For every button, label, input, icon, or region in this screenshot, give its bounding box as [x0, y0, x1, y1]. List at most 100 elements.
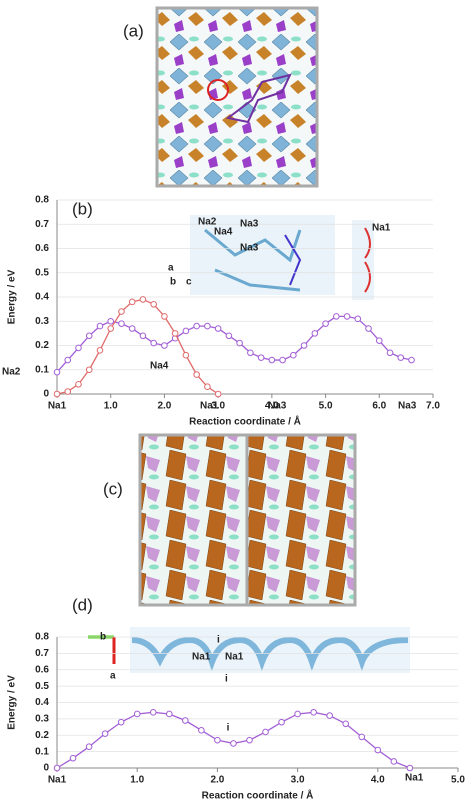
- y-tick-label: 0.8: [35, 195, 49, 206]
- y-tick-label: 0.7: [35, 648, 49, 659]
- data-point: [64, 388, 72, 395]
- data-point: [374, 746, 382, 754]
- y-tick-label: 0.6: [35, 664, 49, 675]
- data-point: [165, 710, 173, 718]
- y-tick-label: 0.2: [35, 340, 49, 351]
- inset-b: [190, 215, 374, 300]
- panel-label: (d): [72, 595, 93, 614]
- y-tick-label: 0: [43, 389, 49, 400]
- inset-label: i: [217, 635, 220, 646]
- inset-label: c: [186, 277, 192, 288]
- data-point: [397, 354, 405, 361]
- data-point: [171, 330, 179, 337]
- data-point: [64, 356, 72, 364]
- data-point: [182, 717, 189, 724]
- x-tick-label: 5.0: [451, 775, 465, 786]
- data-point: [117, 718, 125, 726]
- annotation: Na1: [405, 773, 424, 784]
- inset-label: Na4: [214, 227, 233, 238]
- data-point: [139, 332, 147, 340]
- data-point: [290, 351, 297, 359]
- data-point: [246, 736, 253, 744]
- x-tick-label: 3.0: [291, 775, 305, 786]
- annotation: i: [227, 723, 230, 734]
- y-tick-label: 0: [43, 763, 49, 774]
- data-point: [150, 300, 157, 308]
- y-tick-label: 0.1: [35, 364, 49, 375]
- data-point: [322, 320, 329, 327]
- crystal-structure: [155, 6, 319, 188]
- inset-label: Na1: [372, 223, 391, 234]
- data-point: [365, 325, 372, 332]
- data-point: [342, 720, 350, 728]
- y-tick-label: 0.8: [35, 632, 49, 643]
- data-point: [262, 728, 269, 736]
- inset-label: Na3: [240, 243, 259, 254]
- x-tick-label: 5.0: [319, 401, 333, 412]
- data-point: [343, 313, 351, 320]
- data-point: [354, 315, 362, 323]
- data-point: [118, 320, 125, 327]
- data-point: [75, 381, 82, 388]
- panel-label: (a): [123, 21, 144, 40]
- x-tick-label: 4.0: [371, 775, 385, 786]
- data-point: [85, 332, 93, 340]
- data-point: [53, 764, 61, 772]
- series-line: [56, 315, 412, 373]
- data-point: [193, 322, 200, 330]
- y-tick-label: 0.3: [35, 714, 49, 725]
- inset-label: Na1: [192, 652, 211, 663]
- data-point: [133, 710, 141, 718]
- data-point: [128, 325, 136, 332]
- y-tick-label: 0.5: [35, 267, 49, 278]
- panel-label: (b): [72, 199, 93, 218]
- data-point: [236, 339, 243, 347]
- y-tick-label: 0.5: [35, 681, 49, 692]
- data-point: [139, 296, 147, 303]
- data-point: [247, 349, 254, 357]
- data-point: [161, 342, 168, 349]
- y-tick-label: 0.6: [35, 243, 49, 254]
- highlight-circle: [207, 79, 229, 101]
- inset-label: i: [225, 674, 228, 685]
- data-point: [310, 709, 317, 716]
- panel-label: (c): [103, 479, 123, 498]
- x-tick-label: 7.0: [426, 401, 440, 412]
- data-point: [300, 342, 308, 349]
- x-tick-label: Na1: [48, 401, 67, 412]
- data-point: [204, 383, 211, 391]
- data-point: [75, 344, 82, 352]
- y-tick-label: 0.1: [35, 746, 49, 757]
- data-point: [257, 354, 265, 361]
- inset-label: b: [100, 632, 106, 643]
- inset-d: [88, 627, 410, 673]
- series-line: [56, 298, 219, 395]
- data-point: [408, 356, 415, 364]
- inset-channel: [131, 636, 409, 672]
- y-tick-label: 0.2: [35, 730, 49, 741]
- x-tick-label: 3.0: [211, 401, 225, 412]
- data-point: [204, 322, 211, 330]
- data-point: [386, 349, 394, 357]
- inset-label: b: [170, 277, 176, 288]
- annotation: Na1: [200, 401, 219, 412]
- data-point: [230, 740, 237, 747]
- inset-label: Na1: [225, 652, 244, 663]
- data-point: [96, 347, 104, 354]
- data-point: [96, 322, 104, 330]
- data-point: [53, 368, 61, 376]
- data-point: [225, 332, 233, 340]
- data-point: [278, 718, 285, 726]
- y-axis-title: Energy / eV: [7, 269, 18, 324]
- data-point: [107, 325, 115, 332]
- y-tick-label: 0.7: [35, 219, 49, 230]
- y-axis-title: Energy / eV: [7, 675, 18, 730]
- data-point: [193, 371, 200, 378]
- data-point: [128, 298, 136, 306]
- data-point: [182, 327, 190, 335]
- data-point: [294, 710, 301, 718]
- x-axis-title: Reaction coordinate / Å: [189, 415, 301, 428]
- annotation: Na3: [398, 401, 417, 412]
- inset-label: a: [168, 263, 174, 274]
